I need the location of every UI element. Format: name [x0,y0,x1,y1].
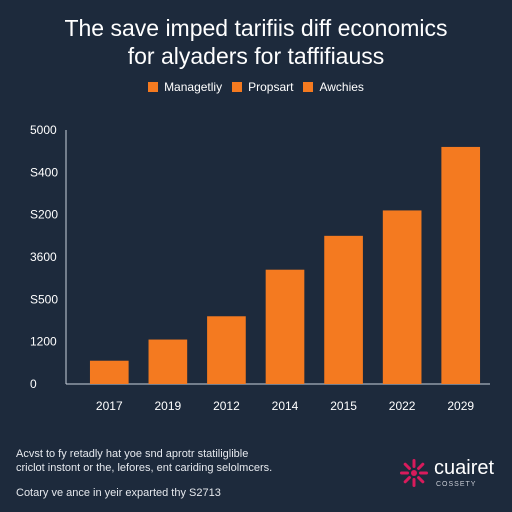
bar-chart: 0 1200 S500 3600 S200 S400 5000 2017 2019 2012 201… [30,123,490,413]
legend-swatch [232,82,243,92]
bar-2017 [89,360,129,384]
x-tick-label: 2015 [330,399,357,413]
bar-2014 [265,269,305,384]
y-tick-label: S200 [30,208,58,222]
bar-2019 [148,339,188,384]
footnote-line-2: criclot instont or the, lefores, ent car… [16,462,273,474]
chart-title-line-1: The save imped tarifiis diff economics [64,15,448,41]
footnote-line-1: Acvst to fy retadly hat yoe snd aprotr s… [16,448,249,460]
brand-logo: cuairet COSSETY [396,455,506,495]
bar-2022 [382,210,422,384]
brand-mark-icon [400,459,428,487]
y-tick-label: 3600 [30,250,57,264]
x-tick-label: 2014 [272,399,299,413]
y-tick-label: S500 [30,292,58,306]
legend-item: Managetliy [148,80,222,94]
x-tick-label: 2022 [389,399,416,413]
legend-swatch [148,82,159,92]
legend-label: Managetliy [164,80,223,94]
brand-subtitle: COSSETY [436,481,477,488]
legend-label: Awchies [319,80,364,94]
bar-2012 [207,316,246,384]
y-tick-label: 5000 [30,123,57,137]
chart-title-line-2: for alyaders for taffifiauss [127,43,385,69]
legend-label: Propsart [248,80,294,94]
y-tick-label: 1200 [30,335,57,349]
x-tick-label: 2029 [447,399,474,413]
legend-swatch [303,82,314,92]
footnote-line-3: Cotary ve ance in yeir exparted thy S271… [16,487,221,499]
chart-legend: Managetliy Propsart Awchies [0,80,512,94]
legend-item: Awchies [303,80,364,94]
brand-name: cuairet [434,457,495,479]
y-tick-label: S400 [30,165,58,179]
bar-2029 [441,146,481,384]
x-tick-label: 2019 [155,399,182,413]
y-tick-label: 0 [30,377,37,391]
legend-item: Propsart [232,80,293,94]
x-tick-label: 2017 [96,399,123,413]
x-tick-label: 2012 [213,399,240,413]
bar-2015 [324,235,363,384]
